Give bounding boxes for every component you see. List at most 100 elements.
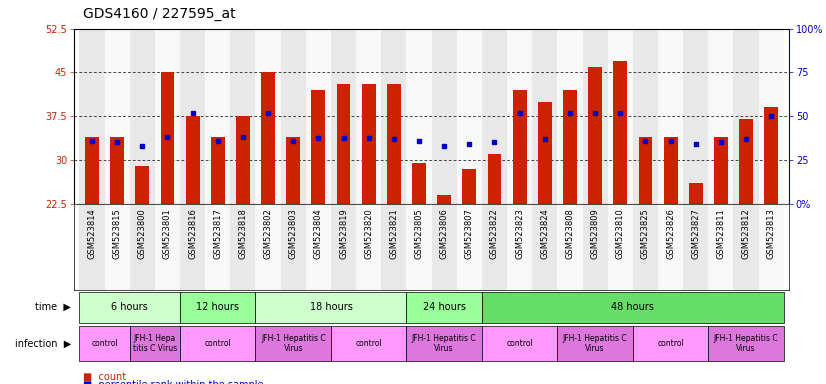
Bar [582,29,608,204]
Text: JFH-1 Hepatitis C
Virus: JFH-1 Hepatitis C Virus [412,334,477,353]
Bar [281,204,306,290]
Bar [431,29,457,204]
Text: GDS4160 / 227595_at: GDS4160 / 227595_at [83,7,235,21]
Bar [110,137,124,204]
Text: GSM523820: GSM523820 [364,208,373,258]
Text: GSM523811: GSM523811 [716,208,725,258]
Text: GSM523813: GSM523813 [767,208,776,259]
Bar [532,29,558,204]
Text: control: control [657,339,684,348]
Bar [180,29,205,204]
Text: GSM523825: GSM523825 [641,208,650,258]
Bar [85,137,99,204]
Text: GSM523815: GSM523815 [112,208,121,258]
Bar [457,204,482,290]
Bar [633,326,709,361]
Bar [431,204,457,290]
Text: ■  count: ■ count [83,372,126,382]
Bar [186,116,200,204]
Text: JFH-1 Hepa
titis C Virus: JFH-1 Hepa titis C Virus [133,334,177,353]
Bar [689,183,703,204]
Bar [437,195,451,204]
Text: time  ▶: time ▶ [35,302,71,312]
Bar [733,29,758,204]
Bar [709,204,733,290]
Text: GSM523809: GSM523809 [591,208,600,258]
Text: control: control [91,339,118,348]
Bar [633,29,658,204]
Bar [463,169,477,204]
Text: GSM523814: GSM523814 [88,208,97,258]
Bar [79,204,105,290]
Bar [362,84,376,204]
Bar [306,204,331,290]
Text: GSM523802: GSM523802 [263,208,273,258]
Bar [538,102,552,204]
Bar [79,326,130,361]
Bar [79,292,180,323]
Text: GSM523808: GSM523808 [566,208,574,259]
Bar [709,326,784,361]
Bar [130,326,180,361]
Bar [482,204,507,290]
Bar [739,119,753,204]
Bar [135,166,150,204]
Bar [205,204,230,290]
Bar [331,326,406,361]
Bar [482,292,784,323]
Text: GSM523807: GSM523807 [465,208,474,259]
Bar [758,29,784,204]
Bar [633,204,658,290]
Text: JFH-1 Hepatitis C
Virus: JFH-1 Hepatitis C Virus [563,334,628,353]
Bar [733,204,758,290]
Bar [588,67,602,204]
Bar [406,326,482,361]
Bar [382,204,406,290]
Bar [683,204,709,290]
Bar [311,90,325,204]
Bar [482,326,558,361]
Text: GSM523821: GSM523821 [389,208,398,258]
Text: control: control [204,339,231,348]
Text: GSM523824: GSM523824 [540,208,549,258]
Bar [412,163,426,204]
Bar [513,90,526,204]
Text: GSM523805: GSM523805 [415,208,424,258]
Bar [331,204,356,290]
Bar [356,29,382,204]
Text: GSM523823: GSM523823 [515,208,525,259]
Bar [764,108,778,204]
Bar [482,29,507,204]
Bar [331,29,356,204]
Bar [582,204,608,290]
Bar [105,204,130,290]
Text: GSM523827: GSM523827 [691,208,700,259]
Bar [683,29,709,204]
Bar [180,292,255,323]
Bar [563,90,577,204]
Bar [614,61,627,204]
Text: JFH-1 Hepatitis C
Virus: JFH-1 Hepatitis C Virus [714,334,778,353]
Bar [287,137,300,204]
Bar [255,29,281,204]
Bar [130,29,154,204]
Bar [658,204,683,290]
Bar [130,204,154,290]
Bar [211,137,225,204]
Bar [79,29,105,204]
Bar [205,29,230,204]
Text: GSM523818: GSM523818 [239,208,248,259]
Text: control: control [506,339,533,348]
Text: GSM523826: GSM523826 [666,208,675,259]
Text: JFH-1 Hepatitis C
Virus: JFH-1 Hepatitis C Virus [261,334,325,353]
Bar [406,204,431,290]
Bar [658,29,683,204]
Text: GSM523801: GSM523801 [163,208,172,258]
Bar [180,204,205,290]
Text: 24 hours: 24 hours [423,302,466,312]
Bar [180,326,255,361]
Bar [487,154,501,204]
Text: control: control [355,339,382,348]
Bar [663,137,677,204]
Text: infection  ▶: infection ▶ [15,339,71,349]
